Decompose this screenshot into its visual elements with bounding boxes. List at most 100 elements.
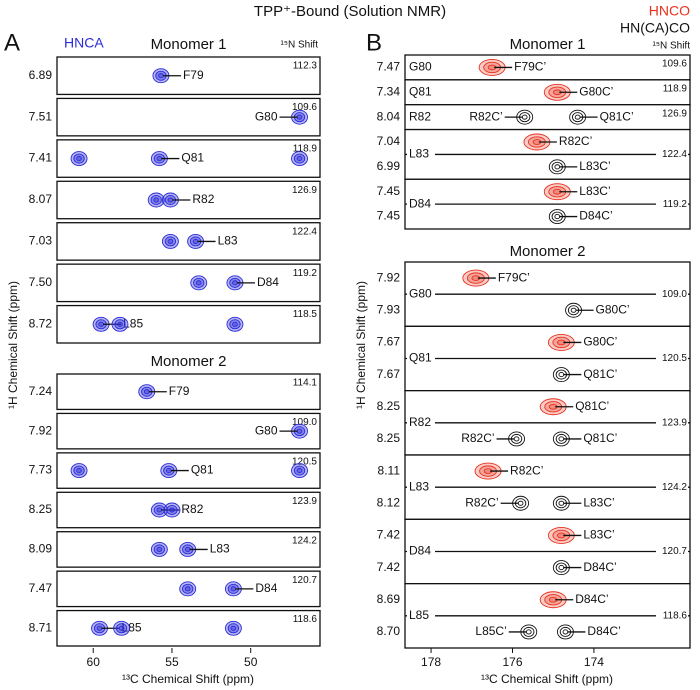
peak-label: Q81C’ xyxy=(583,431,617,445)
strip: 7.73 120.5 Q81 xyxy=(29,452,321,489)
peak-label: Q81C’ xyxy=(583,367,617,381)
peak xyxy=(190,275,208,291)
h-shift-label: 7.03 xyxy=(29,234,53,248)
peak xyxy=(179,581,197,597)
peak xyxy=(161,233,179,249)
peak-contour xyxy=(167,238,174,244)
h-shift-label: 7.73 xyxy=(29,463,53,477)
x-tick-label: 178 xyxy=(421,655,441,669)
peak xyxy=(161,192,179,208)
peak xyxy=(291,423,308,439)
strip-frame xyxy=(56,263,321,303)
peak xyxy=(291,109,308,125)
n-shift-label: 122.4 xyxy=(662,149,687,160)
strip: 6.89 112.3 F79 xyxy=(29,56,321,96)
peak-contour xyxy=(115,623,128,634)
peak xyxy=(226,316,244,332)
peak-contour xyxy=(296,156,303,162)
section-title: Monomer 2 xyxy=(510,243,586,260)
h-shift-label: 8.12 xyxy=(377,495,401,509)
strip: 7.34 Q81 118.9 G80C’ xyxy=(377,79,691,106)
peak-contour xyxy=(195,280,202,286)
peak-label: G80 xyxy=(255,109,278,123)
peak-label: L83 xyxy=(218,234,238,248)
strip-frame xyxy=(404,54,691,81)
residue-bg xyxy=(407,60,435,75)
h-shift-label: 7.92 xyxy=(29,423,53,437)
n-shift-header: ¹⁵N Shift xyxy=(653,41,691,52)
figure-title: TPP⁺-Bound (Solution NMR) xyxy=(254,3,446,20)
peak-contour xyxy=(73,153,85,164)
strip: 8.11 8.12 L83 124.2 R82C’ R82C’ L83C’ xyxy=(377,454,691,520)
peak xyxy=(226,275,244,291)
n-shift-bg xyxy=(656,287,688,302)
h-shift-label: 7.42 xyxy=(377,528,401,542)
peak-contour xyxy=(227,623,240,634)
residue-label: Q81 xyxy=(409,351,432,365)
strip: 7.04 6.99 L83 122.4 R82C’ L83C’ xyxy=(377,128,691,180)
x-tick-label: 174 xyxy=(584,655,604,669)
residue-label: D84 xyxy=(409,544,431,558)
strip-frame xyxy=(56,373,321,411)
peak-contour xyxy=(150,194,162,205)
h-shift-label: 8.09 xyxy=(29,542,53,556)
peak-contour xyxy=(293,153,306,164)
peak-contour xyxy=(296,428,303,434)
peak-contour xyxy=(153,544,166,555)
h-shift-label: 6.89 xyxy=(29,68,53,82)
section-title: Monomer 2 xyxy=(151,353,227,370)
peak-contour xyxy=(193,277,205,288)
h-shift-label: 6.99 xyxy=(377,159,401,173)
peak-label: R82C’ xyxy=(465,495,498,509)
n-shift-label: 112.3 xyxy=(293,61,318,72)
peak-label: R82 xyxy=(181,502,203,516)
strip: 7.03 122.4 L83 xyxy=(29,222,321,261)
h-shift-label: 8.11 xyxy=(378,463,401,477)
x-tick-label: 55 xyxy=(165,655,179,669)
residue-bg xyxy=(407,287,435,302)
peak xyxy=(163,502,181,518)
n-shift-label: 109.6 xyxy=(292,102,317,113)
peak-label: D84 xyxy=(255,581,277,595)
n-shift-label: 124.2 xyxy=(662,482,687,493)
residue-label: L83 xyxy=(409,479,429,493)
peak xyxy=(92,316,110,332)
section-title: Monomer 1 xyxy=(151,36,227,53)
peak-contour xyxy=(192,238,199,244)
peak xyxy=(224,581,242,597)
h-shift-label: 8.25 xyxy=(377,399,401,413)
peak xyxy=(160,463,178,479)
h-shift-label: 7.45 xyxy=(377,209,401,223)
h-shift-label: 7.67 xyxy=(377,335,401,349)
h-shift-label: 7.42 xyxy=(377,560,401,574)
h-shift-label: 7.04 xyxy=(377,134,401,148)
peak-contour xyxy=(76,156,82,162)
peak-contour xyxy=(164,236,177,247)
strip: 8.09 124.2 L83 xyxy=(29,531,321,568)
strip-frame xyxy=(56,609,321,647)
peak-label: F79 xyxy=(183,68,204,82)
n-shift-label: 109.6 xyxy=(662,59,687,70)
strip: 8.72 118.5 L85 xyxy=(29,304,321,344)
n-shift-label: 119.2 xyxy=(663,199,688,210)
n-shift-label: 126.9 xyxy=(292,185,317,196)
peak-label: Q81 xyxy=(181,151,204,165)
panel-letter: B xyxy=(366,29,382,56)
strip: 7.50 119.2 D84 xyxy=(29,263,321,303)
peak-contour xyxy=(158,73,164,79)
peak-label: R82C’ xyxy=(510,463,543,477)
peak-contour xyxy=(166,505,178,516)
peak xyxy=(138,384,156,400)
peak xyxy=(291,463,308,479)
peak-label: L83C’ xyxy=(583,528,614,542)
peak xyxy=(70,463,88,479)
peak-label: F79C’ xyxy=(498,270,530,284)
strip: 8.25 8.25 R82 123.9 Q81C’ R82C’ Q81C’ xyxy=(377,390,691,456)
residue-label: L83 xyxy=(409,147,429,161)
peak-label: L83C’ xyxy=(583,495,614,509)
peak xyxy=(91,620,108,636)
n-shift-bg xyxy=(656,544,688,559)
x-tick-label: 176 xyxy=(502,655,522,669)
peak-contour xyxy=(76,468,82,474)
residue-label: Q81 xyxy=(409,84,432,98)
